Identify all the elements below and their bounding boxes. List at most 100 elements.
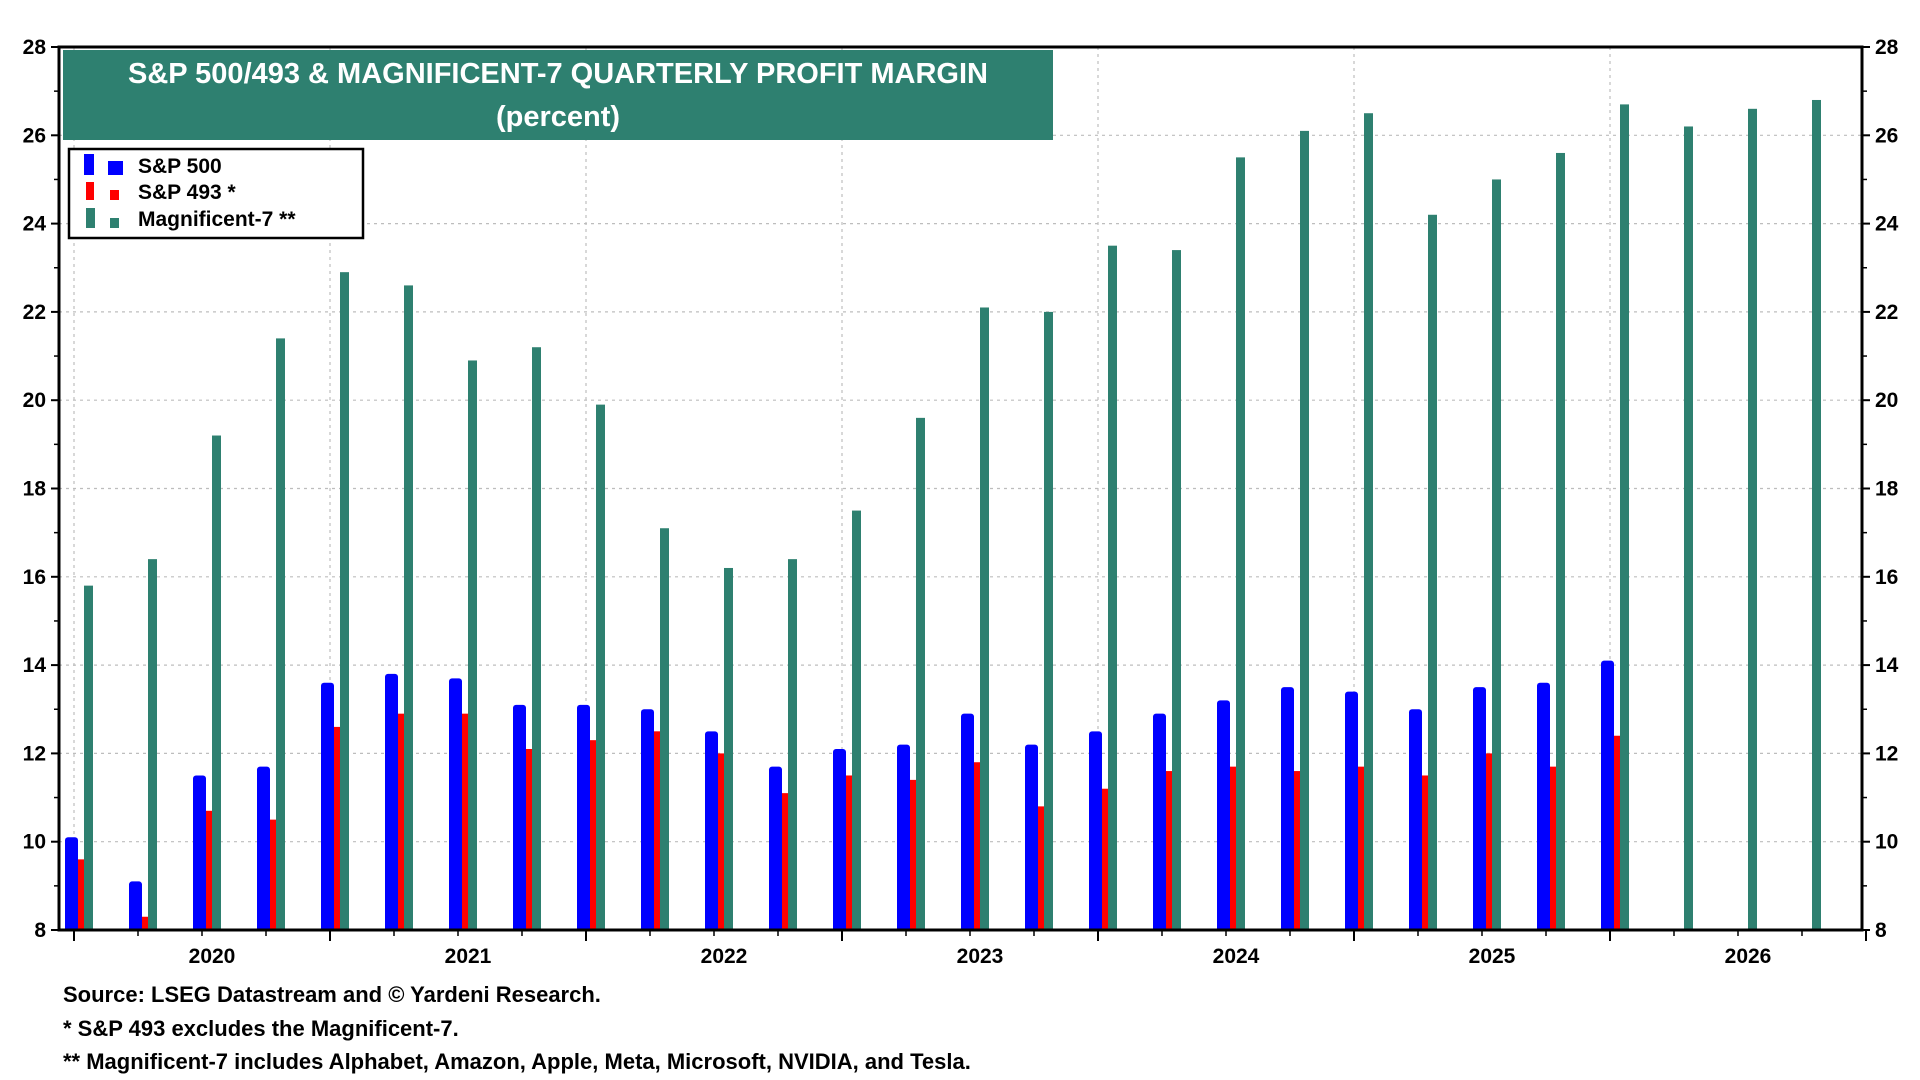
bar-mag7 [404, 285, 413, 930]
chart-title: S&P 500/493 & MAGNIFICENT-7 QUARTERLY PR… [128, 58, 988, 90]
bar-sp500 [385, 673, 398, 930]
bar-mag7 [276, 338, 285, 930]
bar-sp493 [782, 793, 790, 930]
legend-marker-sp500 [108, 161, 123, 175]
bar-mag7 [1172, 250, 1181, 931]
y-tick-label-right: 24 [1875, 213, 1899, 236]
bar-sp500-base [129, 924, 142, 930]
bar-sp500-base [1153, 924, 1166, 930]
y-tick-label-right: 20 [1875, 389, 1898, 412]
bar-mag7 [1812, 99, 1821, 931]
bar-sp493 [1614, 735, 1622, 930]
year-label-2020: 2020 [189, 945, 236, 968]
bar-sp493 [718, 753, 726, 930]
bar-mag7 [1236, 157, 1245, 930]
bar-sp500 [65, 837, 78, 930]
y-tick-label-right: 16 [1875, 566, 1898, 589]
y-tick-label-left: 16 [23, 566, 46, 589]
bar-sp493 [142, 916, 150, 930]
legend-item-mag7: Magnificent-7 ** [86, 208, 296, 231]
chart-subtitle: (percent) [496, 101, 620, 133]
bar-sp500 [897, 744, 910, 930]
bar-sp500 [1217, 700, 1230, 930]
year-label-2024: 2024 [1213, 945, 1260, 968]
bar-sp500 [705, 731, 718, 930]
year-label-2026: 2026 [1725, 945, 1772, 968]
legend-label-sp500: S&P 500 [138, 155, 222, 178]
footnote-sp493: * S&P 493 excludes the Magnificent-7. [63, 1016, 459, 1041]
bar-mag7 [84, 585, 93, 930]
bar-mag7 [1300, 130, 1309, 930]
y-tick-label-right: 14 [1875, 654, 1899, 677]
legend-marker-sp493 [110, 190, 119, 200]
y-tick-label-left: 20 [23, 389, 46, 412]
bar-sp493 [590, 740, 598, 930]
bar-sp493 [1422, 775, 1430, 930]
bar-sp500-base [65, 924, 78, 930]
y-tick-label-left: 10 [23, 831, 46, 854]
bar-sp500 [1345, 691, 1358, 930]
bar-sp493 [1550, 766, 1558, 930]
legend-swatch-sp500 [84, 154, 94, 175]
bar-mag7 [916, 417, 925, 930]
bar-mag7 [532, 347, 541, 931]
y-tick-label-right: 12 [1875, 742, 1898, 765]
bar-sp493 [1486, 753, 1494, 930]
bar-sp500 [1409, 709, 1422, 930]
bar-sp493 [1038, 806, 1046, 930]
bar-sp500-base [513, 924, 526, 930]
bar-sp493 [654, 731, 662, 930]
legend-label-sp493: S&P 493 * [138, 181, 237, 204]
y-tick-label-left: 22 [23, 301, 46, 324]
bar-sp500 [641, 709, 654, 930]
bar-sp493 [1230, 766, 1238, 930]
bar-sp493 [334, 726, 342, 930]
y-axis-left-labels: 8 10 12 14 16 18 20 22 24 26 28 [23, 36, 47, 942]
bar-sp500 [1537, 682, 1550, 930]
bar-sp500 [1153, 713, 1166, 930]
legend-swatch-sp493 [86, 182, 94, 200]
title-box: S&P 500/493 & MAGNIFICENT-7 QUARTERLY PR… [63, 50, 1053, 140]
bar-sp500 [1025, 744, 1038, 930]
bar-sp493 [974, 762, 982, 930]
bar-mag7 [1428, 214, 1437, 930]
bar-sp500-base [193, 924, 206, 930]
bar-sp500-base [577, 924, 590, 930]
year-label-2025: 2025 [1469, 945, 1516, 968]
bar-sp500-base [321, 924, 334, 930]
y-tick-label-right: 8 [1875, 919, 1887, 942]
legend-item-sp493: S&P 493 * [86, 181, 237, 204]
bar-sp500-base [1217, 924, 1230, 930]
bar-sp500 [961, 713, 974, 930]
bar-sp500-base [705, 924, 718, 930]
title-background [63, 50, 1053, 140]
bar-mag7 [1364, 113, 1373, 931]
x-axis-year-labels: 2020 2021 2022 2023 2024 2025 2026 [189, 945, 1772, 968]
bar-sp493 [1102, 788, 1110, 930]
year-label-2022: 2022 [701, 945, 748, 968]
legend-swatch-mag7 [86, 208, 95, 228]
bar-sp500-base [1537, 924, 1550, 930]
bar-sp500 [257, 766, 270, 930]
bar-sp493 [1166, 771, 1174, 930]
year-label-2023: 2023 [957, 945, 1004, 968]
bar-mag7 [340, 272, 349, 930]
bar-sp500 [1281, 687, 1294, 930]
bar-sp500-base [385, 924, 398, 930]
bar-sp500-base [1601, 924, 1614, 930]
legend-label-mag7: Magnificent-7 ** [138, 208, 296, 231]
bar-mag7 [468, 360, 477, 931]
y-tick-label-right: 10 [1875, 831, 1898, 854]
bar-sp493 [1294, 771, 1302, 930]
bar-sp500-base [641, 924, 654, 930]
y-tick-label-right: 26 [1875, 124, 1898, 147]
year-label-2021: 2021 [445, 945, 492, 968]
bar-sp493 [1358, 766, 1366, 930]
bar-sp493 [206, 810, 214, 930]
y-tick-label-left: 18 [23, 478, 47, 501]
legend-item-sp500: S&P 500 [84, 154, 222, 178]
bar-sp500 [129, 881, 142, 930]
bar-sp493 [78, 859, 86, 930]
bars [65, 99, 1821, 931]
